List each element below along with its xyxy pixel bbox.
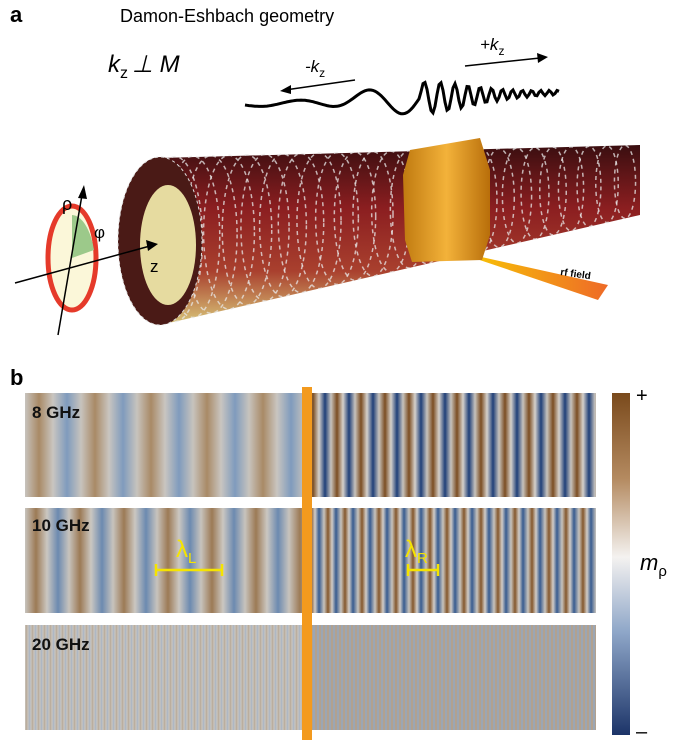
z-label: z bbox=[150, 257, 159, 276]
wave-label-right: +kz bbox=[480, 35, 504, 58]
phi-label: φ bbox=[94, 223, 105, 242]
panel-label: b bbox=[10, 365, 23, 390]
arrowhead bbox=[280, 85, 291, 94]
arrowhead bbox=[537, 53, 548, 63]
arrow bbox=[285, 80, 355, 90]
panel-title: Damon-Eshbach geometry bbox=[120, 6, 334, 26]
subscript: L bbox=[188, 550, 196, 567]
arrowhead bbox=[78, 185, 87, 199]
figure: 8 GHz 10 GHz 20 GHz a Damon-Eshbach geom… bbox=[0, 0, 676, 740]
symbol: ⊥ M bbox=[132, 51, 180, 78]
subscript: z bbox=[319, 66, 325, 80]
lambda-left: λL bbox=[176, 536, 196, 567]
colorbar-min: – bbox=[636, 721, 648, 740]
panel-label: a bbox=[10, 2, 23, 27]
colorbar-label: mρ bbox=[640, 550, 667, 580]
subscript: R bbox=[417, 550, 428, 567]
subscript: z bbox=[498, 44, 504, 58]
overlay: a Damon-Eshbach geometry kz⊥ M -kz +kz r… bbox=[0, 0, 676, 740]
symbol: λ bbox=[176, 536, 188, 563]
spin-wave bbox=[245, 83, 559, 114]
symbol: m bbox=[640, 550, 658, 575]
arrow bbox=[465, 58, 540, 66]
antenna-ring bbox=[403, 138, 490, 262]
subscript: ρ bbox=[658, 563, 667, 580]
relation: kz⊥ M bbox=[108, 51, 180, 82]
wave-label-left: -kz bbox=[305, 57, 325, 80]
lambda-right: λR bbox=[405, 536, 428, 567]
rho-label: ρ bbox=[62, 194, 72, 214]
symbol: +k bbox=[480, 35, 500, 54]
colorbar-max: + bbox=[636, 385, 648, 407]
symbol: λ bbox=[405, 536, 417, 563]
subscript: z bbox=[120, 65, 128, 82]
